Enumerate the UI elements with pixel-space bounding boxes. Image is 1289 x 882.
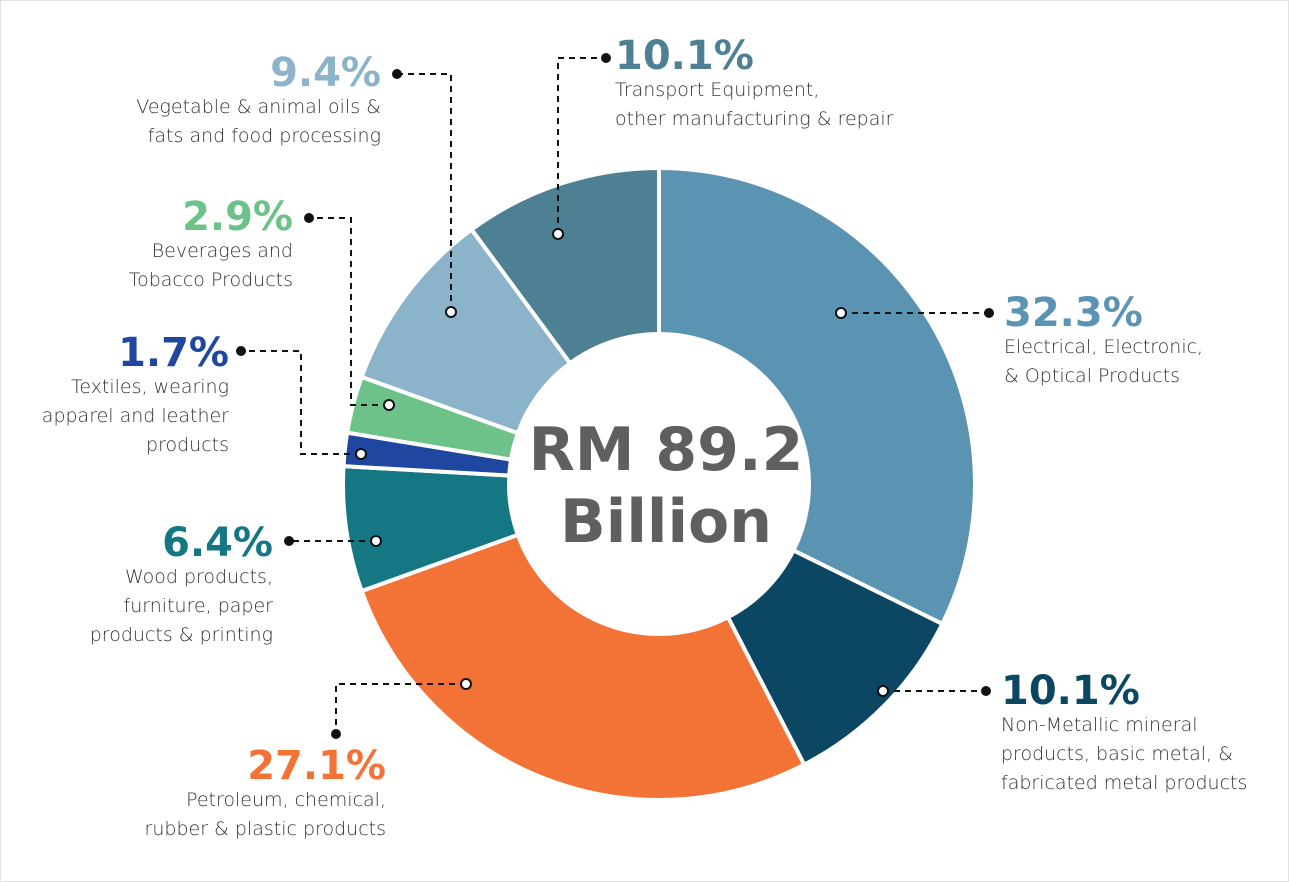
leader-start [835,307,847,319]
value-label: 9.4% [270,50,381,96]
leader-end [284,536,294,546]
leader-start [460,678,472,690]
leader-start [877,685,889,697]
category-label: Petroleum, chemical, rubber & plastic pr… [144,789,386,840]
leader-end [392,69,402,79]
category-label: Non-Metallic mineral products, basic met… [1001,714,1248,794]
leader-start [383,399,395,411]
leader-end [236,346,246,356]
leader-end [601,53,611,63]
leader-line [397,73,452,312]
leader-end [984,308,994,318]
leader-end [981,686,991,696]
donut-segment [468,165,661,366]
category-label: Electrical, Electronic, & Optical Produc… [1004,336,1204,387]
category-label: Wood products, furniture, paper products… [89,566,273,646]
value-label: 2.9% [182,194,293,240]
leader-line [241,350,361,455]
value-label: 10.1% [1001,668,1140,714]
value-label: 1.7% [118,330,229,376]
leader-start [370,535,382,547]
category-label: Textiles, wearing apparel and leather pr… [41,376,229,456]
value-label: 6.4% [162,520,273,566]
leader-end [331,729,341,739]
leader-start [355,448,367,460]
leader-line [309,217,389,406]
leader-line [557,57,606,234]
donut-segment [657,165,977,627]
center-label: RM 89.2 Billion [528,415,804,557]
value-label: 32.3% [1004,290,1143,336]
category-label: Vegetable & animal oils & fats and food … [136,96,381,147]
donut-segment [359,532,807,802]
leader-start [552,228,564,240]
category-label: Transport Equipment, other manufacturing… [615,79,894,130]
value-label: 10.1% [615,33,754,79]
leader-end [304,213,314,223]
value-label: 27.1% [247,743,386,789]
leader-start [445,306,457,318]
category-label: Beverages and Tobacco Products [128,240,293,291]
